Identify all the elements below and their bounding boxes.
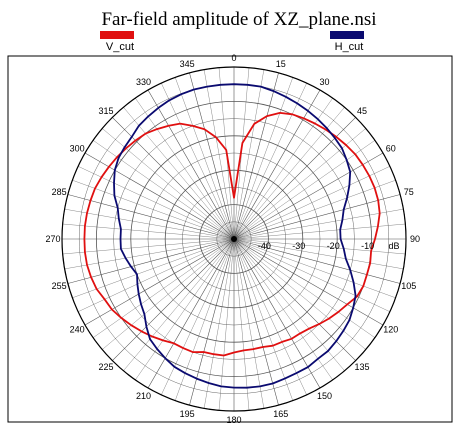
grid-circle <box>164 169 304 309</box>
angle-tick-label: 345 <box>180 59 195 69</box>
angle-tick-label: 180 <box>226 415 241 425</box>
chart-title: Far-field amplitude of XZ_plane.nsi <box>101 9 376 30</box>
angle-tick-label: 45 <box>357 106 367 116</box>
radial-tick-label: -20 <box>327 241 340 251</box>
grid-circle <box>130 135 338 343</box>
tick-labels: 0 15 30 45 60 75 90 105 120 135 150 165 180 195 210 225… <box>45 53 420 425</box>
angle-tick-label: 285 <box>52 187 67 197</box>
grid-circle <box>113 118 355 360</box>
legend-label-h-cut: H_cut <box>335 41 364 53</box>
angle-tick-label: 240 <box>70 325 85 335</box>
legend-swatch-h-cut <box>330 31 364 39</box>
angle-tick-label: 225 <box>98 362 113 372</box>
outer-ring <box>61 66 407 412</box>
angle-tick-label: 15 <box>276 59 286 69</box>
radial-tick-label: -10 <box>361 241 374 251</box>
angle-tick-label: 60 <box>386 144 396 154</box>
radial-tick-label: -40 <box>258 241 271 251</box>
grid-circle <box>199 204 269 274</box>
center-hub <box>231 236 237 242</box>
angle-tick-label: 90 <box>410 234 420 244</box>
plot-frame <box>7 55 453 423</box>
angle-tick-label: 270 <box>45 234 60 244</box>
series-layer <box>83 83 381 389</box>
angle-tick-label: 210 <box>136 391 151 401</box>
angle-tick-label: 195 <box>180 409 195 419</box>
series-line-h-cut <box>113 83 357 389</box>
angle-tick-label: 330 <box>136 77 151 87</box>
angle-tick-label: 165 <box>273 409 288 419</box>
grid-circle <box>95 100 373 378</box>
angle-tick-label: 30 <box>319 77 329 87</box>
series-line-v-cut <box>83 112 381 357</box>
angle-tick-label: 300 <box>70 144 85 154</box>
polar-grid <box>61 66 407 412</box>
radial-tick-label: -30 <box>292 241 305 251</box>
angle-tick-label: 105 <box>401 281 416 291</box>
legend-swatch-v-cut <box>100 31 134 39</box>
angle-tick-label: 315 <box>98 106 113 116</box>
grid-circle <box>147 152 321 326</box>
angle-tick-label: 135 <box>354 362 369 372</box>
angle-tick-label: 75 <box>404 187 414 197</box>
grid-circle <box>182 187 286 291</box>
grid-circle <box>216 221 252 257</box>
angle-tick-label: 255 <box>52 281 67 291</box>
radial-unit-label: dB <box>388 241 399 251</box>
angle-tick-label: 120 <box>383 325 398 335</box>
angle-tick-label: 150 <box>317 391 332 401</box>
legend-label-v-cut: V_cut <box>106 41 134 53</box>
angle-tick-label: 0 <box>231 53 236 63</box>
